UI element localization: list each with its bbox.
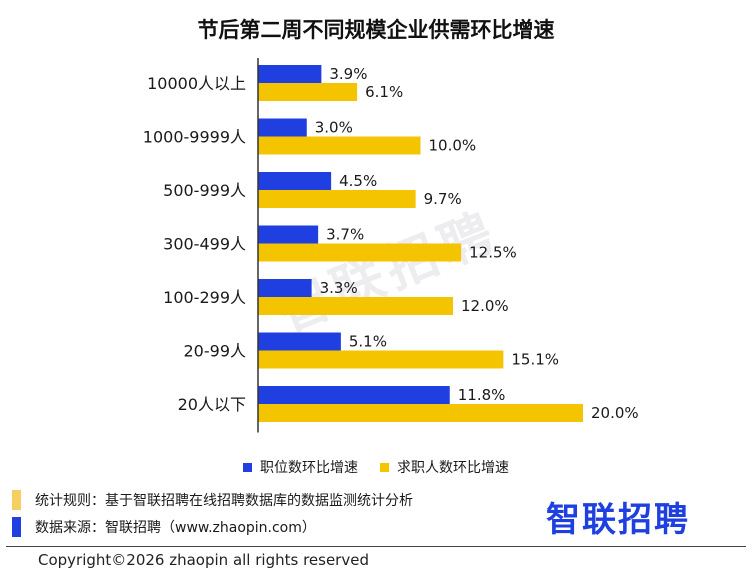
data-label-applicants: 9.7% [424, 190, 462, 208]
bar-postings [258, 225, 319, 244]
zhaopin-logo: 智联招聘 [546, 500, 690, 540]
data-label-postings: 5.1% [349, 333, 387, 351]
bar-chart: 10000人以上 3.9%6.1% 1000-9999人 3.0% 10.0% 500-9… [143, 58, 639, 433]
bar-postings [258, 65, 322, 83]
note-source-text: 数据来源：智联招聘（www.zhaopin.com） [35, 520, 316, 536]
bar-applicants [258, 404, 583, 422]
legend: 职位数环比增速 求职人数环比增速 [0, 457, 752, 477]
note-rule-text: 统计规则：基于智联招聘在线招聘数据库的数据监测统计分析 [35, 493, 413, 509]
legend-label-postings: 职位数环比增速 [260, 460, 358, 476]
bar-postings [258, 386, 450, 404]
bar-applicants [258, 350, 504, 369]
category-label: 1000-9999人 [143, 128, 246, 147]
chart-title: 节后第二周不同规模企业供需环比增速 [197, 18, 555, 42]
data-label-applicants: 12.5% [469, 244, 517, 262]
bar-postings [258, 332, 341, 351]
data-label-applicants: 6.1% [365, 83, 403, 101]
data-label-postings: 3.7% [326, 226, 364, 244]
data-label-postings: 11.8% [458, 386, 506, 404]
legend-item-postings: 职位数环比增速 [243, 457, 358, 477]
bar-applicants [258, 297, 453, 315]
category-label: 100-299人 [163, 288, 246, 307]
data-label-applicants: 15.1% [511, 351, 559, 369]
bar-applicants [258, 243, 462, 262]
data-label-postings: 3.0% [315, 119, 353, 137]
data-label-postings: 4.5% [339, 172, 377, 190]
footer-divider [6, 546, 746, 547]
category-label: 20-99人 [184, 342, 247, 361]
data-label-applicants: 12.0% [461, 297, 509, 315]
category-label: 500-999人 [163, 181, 246, 200]
legend-item-applicants: 求职人数环比增速 [380, 457, 509, 477]
data-label-applicants: 20.0% [591, 404, 639, 422]
category-label: 10000人以上 [147, 74, 246, 93]
data-label-postings: 3.9% [329, 65, 367, 83]
bar-postings [258, 172, 332, 190]
bar-applicants [258, 136, 421, 155]
legend-swatch-applicants [380, 462, 389, 472]
legend-label-applicants: 求职人数环比增速 [397, 460, 509, 476]
note-data-source: 数据来源：智联招聘（www.zhaopin.com） [12, 517, 316, 537]
data-label-postings: 3.3% [320, 279, 358, 297]
bar-applicants [258, 83, 358, 101]
note-rule-marker [12, 490, 21, 510]
note-source-marker [12, 517, 21, 537]
copyright-text: Copyright©2026 zhaopin all rights reserv… [38, 551, 369, 569]
bar-postings [258, 279, 312, 297]
legend-swatch-postings [243, 462, 252, 472]
category-label: 300-499人 [163, 235, 246, 254]
bar-postings [258, 118, 307, 137]
bar-applicants [258, 190, 416, 208]
category-label: 20人以下 [178, 395, 246, 414]
note-statistics-rule: 统计规则：基于智联招聘在线招聘数据库的数据监测统计分析 [12, 490, 413, 510]
data-label-applicants: 10.0% [429, 137, 477, 155]
